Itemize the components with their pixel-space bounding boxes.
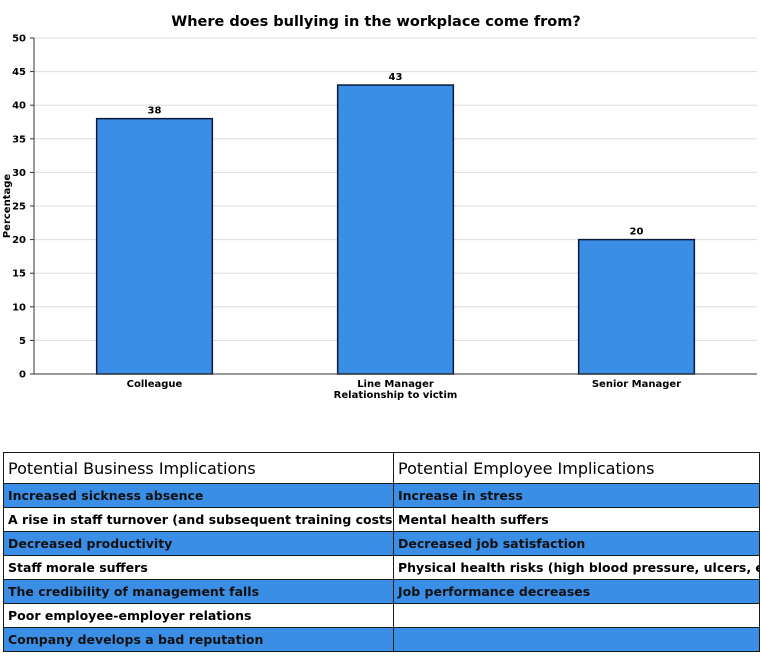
bar-value-label: 43: [389, 72, 403, 83]
x-category-label: Colleague: [127, 379, 183, 390]
business-implication-cell: Increased sickness absence: [3, 483, 394, 508]
employee-implications-header: Potential Employee Implications: [393, 452, 760, 484]
table-row: Poor employee-employer relations: [3, 603, 760, 628]
table-row: Increased sickness absence Increase in s…: [3, 483, 760, 508]
bar-line-manager: [336, 84, 455, 375]
implications-table: Potential Business Implications Potentia…: [3, 452, 760, 652]
employee-implication-cell: Physical health risks (high blood pressu…: [393, 555, 760, 580]
y-tick-label: 15: [12, 269, 26, 280]
business-implication-cell: Poor employee-employer relations: [3, 603, 394, 628]
table-row: Company develops a bad reputation: [3, 627, 760, 652]
bar-senior-manager: [577, 238, 696, 375]
employee-implication-cell: [393, 627, 760, 652]
y-tick-label: 45: [12, 67, 26, 78]
y-axis-title: Percentage: [2, 174, 13, 239]
y-tick-label: 0: [19, 370, 26, 381]
table-row: A rise in staff turnover (and subsequent…: [3, 507, 760, 532]
employee-implication-cell: [393, 603, 760, 628]
business-implication-cell: Decreased productivity: [3, 531, 394, 556]
table-row: Decreased productivity Decreased job sat…: [3, 531, 760, 556]
table-header-row: Potential Business Implications Potentia…: [3, 452, 760, 484]
bar-chart: Where does bullying in the workplace com…: [2, 14, 757, 401]
business-implication-cell: The credibility of management falls: [3, 579, 394, 604]
x-category-label: Line Manager: [357, 379, 434, 390]
bars: [95, 84, 696, 375]
business-implication-cell: Company develops a bad reputation: [3, 627, 394, 652]
bar-colleague: [95, 117, 214, 375]
y-tick-label: 5: [19, 336, 26, 347]
business-implication-cell: Staff morale suffers: [3, 555, 394, 580]
business-implications-header: Potential Business Implications: [3, 452, 394, 484]
y-tick-label: 30: [12, 168, 26, 179]
y-tick-label: 40: [12, 101, 26, 112]
bar-value-label: 38: [148, 106, 162, 117]
x-category-label: Senior Manager: [592, 379, 681, 390]
bar-value-label: 20: [630, 227, 644, 238]
y-tick-label: 20: [12, 235, 26, 246]
y-tick-label: 35: [12, 134, 26, 145]
employee-implication-cell: Decreased job satisfaction: [393, 531, 760, 556]
table-row: Staff morale suffers Physical health ris…: [3, 555, 760, 580]
y-axis-ticks: 0 5 10 15 20 25 30 35 40 45 50: [12, 34, 34, 381]
y-tick-label: 25: [12, 202, 26, 213]
business-implication-cell: A rise in staff turnover (and subsequent…: [3, 507, 394, 532]
employee-implication-cell: Mental health suffers: [393, 507, 760, 532]
chart-title: Where does bullying in the workplace com…: [171, 14, 581, 30]
y-tick-label: 10: [12, 302, 26, 313]
bar-labels: 38 Colleague 43 Line Manager 20 Senior Manage…: [127, 72, 682, 390]
employee-implication-cell: Job performance decreases: [393, 579, 760, 604]
table-row: The credibility of management falls Job …: [3, 579, 760, 604]
y-tick-label: 50: [12, 34, 26, 45]
x-axis-title: Relationship to victim: [334, 390, 458, 401]
employee-implication-cell: Increase in stress: [393, 483, 760, 508]
